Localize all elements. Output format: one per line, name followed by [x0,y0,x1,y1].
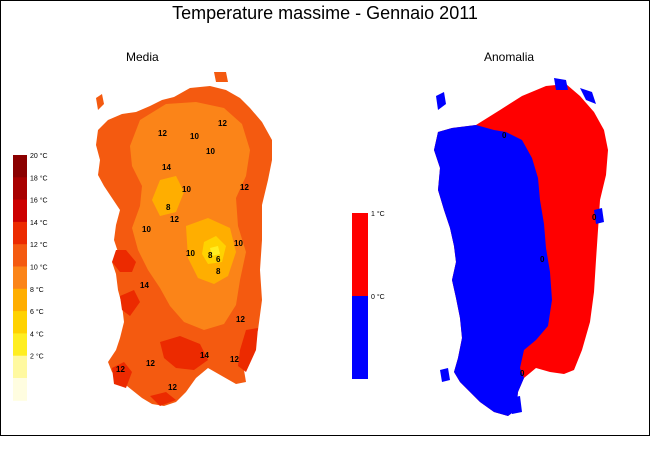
legend-label: 2 °C [30,353,44,361]
legend-swatch-6 [13,311,27,334]
anomaly-legend: 1 °C 0 °C [352,210,385,379]
contour-label: 0 [540,255,545,264]
coastal-warm-sw [120,290,140,316]
mean-legend: 20 °C 18 °C 16 °C 14 °C 12 °C 10 °C 8 °C 6 °C 4 … [13,152,48,401]
contour-label: 12 [168,383,177,392]
legend-label: 20 °C [30,152,48,160]
contour-label: 12 [236,315,245,324]
legend-swatch-8 [13,288,27,312]
contour-label: 12 [146,359,155,368]
contour-label: 12 [230,355,239,364]
legend-label: 8 °C [30,286,44,294]
legend-swatch-10 [13,266,27,290]
contour-label: 12 [116,365,125,374]
legend-swatch-12 [13,244,27,267]
north-islet-mean [214,72,228,82]
legend-label: 10 °C [30,264,48,272]
contour-label: 0 [592,213,597,222]
interior-peak-4c [210,246,220,256]
anomaly-negative-west [434,125,552,416]
asinara-mean [96,94,104,110]
mean-panel-label: Media [126,50,159,64]
legend-label: 1 °C [371,210,385,218]
anomaly-contour-labels: 0 0 0 0 [502,131,597,378]
legend-label: 6 °C [30,308,44,316]
interior-cooler-north [152,176,184,216]
contour-label: 0 [520,369,525,378]
contour-label: 12 [240,183,249,192]
legend-label: 14 °C [30,219,48,227]
legend-swatch-16 [13,199,27,223]
contour-label: 10 [142,225,151,234]
anomaly-map: 0 0 0 0 [434,78,608,416]
legend-swatch-18 [13,177,27,201]
figure-title: Temperature massime - Gennaio 2011 [172,3,478,23]
contour-label: 8 [208,251,213,260]
legend-label: 18 °C [30,174,48,182]
contour-label: 10 [206,147,215,156]
contour-label: 8 [166,203,171,212]
anomaly-negative-east-spot [594,208,604,224]
anomaly-negative-asinara [436,92,446,110]
anomaly-negative-ne-spot [580,88,596,104]
legend-swatch-0 [13,378,27,401]
legend-swatch-14 [13,221,27,245]
contour-label: 14 [200,351,209,360]
contour-label: 10 [182,185,191,194]
coastal-warm-south-tip [150,392,176,406]
coastal-warm-sw-tip [112,362,132,388]
contour-label: 6 [216,255,221,264]
contour-label: 10 [234,239,243,248]
contour-label: 0 [502,131,507,140]
legend-swatch-2 [13,355,27,379]
anomaly-panel-label: Anomalia [484,50,535,64]
mean-temperature-map: 12 10 12 14 10 12 8 10 12 10 10 10 8 6 8… [96,72,272,406]
contour-label: 12 [170,215,179,224]
contour-label: 12 [218,119,227,128]
legend-label: 4 °C [30,330,44,338]
legend-swatch-0 [352,296,368,379]
contour-label: 8 [216,267,221,276]
legend-label: 16 °C [30,197,48,205]
anomaly-negative-southeast [510,396,522,414]
contour-label: 10 [190,132,199,141]
coastal-warm-south [160,336,208,370]
contour-label: 12 [158,129,167,138]
legend-swatch-4 [13,333,27,357]
legend-swatch-1 [352,213,368,296]
legend-swatch-20 [13,155,27,178]
contour-label: 10 [186,249,195,258]
contour-label: 14 [162,163,171,172]
mean-contour-labels: 12 10 12 14 10 12 8 10 12 10 10 10 8 6 8… [116,119,249,392]
legend-label: 12 °C [30,241,48,249]
contour-label: 14 [140,281,149,290]
coastal-warm-se [238,328,258,372]
legend-label: 0 °C [371,293,385,301]
anomaly-negative-southwest-islet [440,368,450,382]
anomaly-negative-islet-ne [554,78,568,90]
coastal-warm-west [112,250,136,272]
